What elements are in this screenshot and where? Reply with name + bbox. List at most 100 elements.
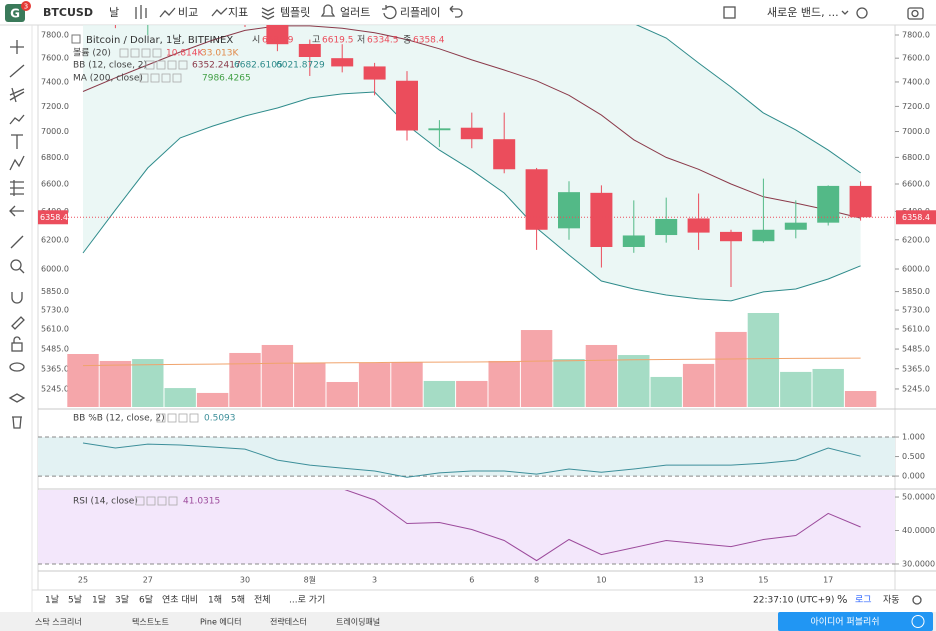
y-tick-label: 40.0000 [902,526,935,535]
x-tick-label: 8 [534,576,539,585]
x-tick-label: 6 [469,576,474,585]
toolbar-button[interactable]: 지표 [228,6,248,19]
log-toggle[interactable]: 로그 [855,596,872,606]
series-line [344,490,861,562]
y-tick-label: 5610.0 [41,324,69,333]
bbpb-legend: BB %B (12, close, 2) [73,414,165,424]
last-price-label: 6358.4 [40,213,68,222]
range-button[interactable]: 1해 [208,595,222,606]
volume-bar [229,352,261,407]
bottom-tab[interactable]: 스탁 스크리너 [35,617,82,627]
toolbar-button[interactable]: 비교 [178,6,198,19]
bottom-tab[interactable]: 전략테스터 [270,617,307,627]
range-button[interactable]: 1날 [45,595,59,606]
volume-bar [715,331,747,407]
publish-button[interactable] [778,612,933,631]
volume-bar [747,313,780,407]
legend-buttons[interactable] [119,48,199,506]
x-tick-label: 27 [143,576,153,585]
y-tick-label: 0.000 [902,472,925,481]
band-fill [38,490,895,564]
x-tick-label: 30 [240,576,250,585]
ohlc-label: 고 [312,36,320,46]
y-tick-label: 7000.0 [902,127,930,136]
percent-toggle[interactable]: % [837,593,847,606]
x-tick-label: 10 [596,576,606,585]
interval[interactable]: 날 [109,6,119,19]
range-button[interactable]: 5날 [68,595,82,606]
candle-body [720,231,742,242]
symbol[interactable]: BTCUSD [43,6,93,19]
y-tick-label: 30.0000 [902,559,935,568]
volume-bar [585,344,618,407]
toolbar-button[interactable]: 얼러트 [340,5,370,19]
range-button[interactable]: 5해 [231,595,245,606]
y-tick-label: 6200.0 [902,235,930,244]
range-button[interactable]: 3달 [115,594,129,606]
candle-body [331,58,354,67]
y-tick-label: 5850.0 [41,287,69,296]
last-price-tag [896,210,936,225]
toolbar-button[interactable]: 템플릿 [280,6,310,19]
toolbar-icons [135,4,924,20]
ohlc-value: 6358.4 [413,36,445,46]
bb-value: 6682.6105 [234,61,283,71]
candle-body [590,192,613,247]
range-button[interactable]: 전체 [254,595,271,606]
bottom-tab[interactable]: 텍스트노트 [132,617,169,627]
y-tick-label: 7400.0 [902,77,930,86]
y-tick-label: 6800.0 [41,153,69,162]
logo-box[interactable] [5,4,25,22]
y-tick-label: 5850.0 [902,287,930,296]
y-tick-label: 6800.0 [902,153,930,162]
ohlc-value: 6334.5 [367,36,399,46]
y-tick-label: 7200.0 [41,102,69,111]
volume-bar [812,368,844,407]
volume-legend: 볼륨 (20) [73,48,111,59]
auto-toggle[interactable]: 자동 [883,595,900,606]
bottom-tab[interactable]: 트레이딩패널 [336,617,380,627]
last-price-tag [38,210,68,225]
range-button[interactable]: 6달 [139,594,153,606]
y-tick-label: 0.500 [902,452,925,461]
goto-date[interactable]: ...로 가기 [289,595,325,606]
x-tick-label: 25 [78,576,88,585]
volume-bar [196,392,229,407]
ohlc-value: 6585.9 [262,36,294,46]
volume-bar [358,363,391,407]
candle-body [363,66,386,80]
y-tick-label: 6000.0 [902,265,930,274]
ma-legend: MA (200, close) [73,74,143,84]
collapse-box[interactable] [71,34,81,44]
plot: 7800.0 7800.0 7600.0 7600.0 7400.0 7400.0 7200… [38,25,936,585]
layout-name[interactable]: 새로운 밴드, ... [767,6,839,19]
volume-bar [520,330,553,407]
badge-dot [21,1,31,11]
y-tick-label: 6200.0 [41,235,69,244]
drawing-tools[interactable] [8,40,26,429]
x-tick-label: 17 [823,576,833,585]
candle-body [849,185,872,218]
candle-body [752,229,775,242]
y-tick-label: 7800.0 [41,31,69,40]
series-line [82,442,861,478]
ma-value: 7986.4265 [202,74,251,84]
volume-bar [780,371,812,407]
bottom-tab[interactable]: Pine 에디터 [200,618,242,627]
range-button[interactable]: 연초 대비 [162,595,198,606]
candle-body [493,139,516,170]
y-tick-label: 5485.0 [41,345,69,354]
ohlc-value: 6619.5 [322,36,354,46]
toolbar-button[interactable]: 리플레이 [400,6,440,19]
settings-icon[interactable] [912,595,922,605]
ohlc-label: 시 [252,35,260,46]
y-tick-label: 7800.0 [902,31,930,40]
range-button[interactable]: 1달 [92,594,106,606]
chart-title: Bitcoin / Dollar, 1날, BITFINEX [86,34,233,46]
ohlc-label: 저 [357,35,365,46]
bollinger-upper [635,25,861,174]
candle-body [655,219,678,236]
